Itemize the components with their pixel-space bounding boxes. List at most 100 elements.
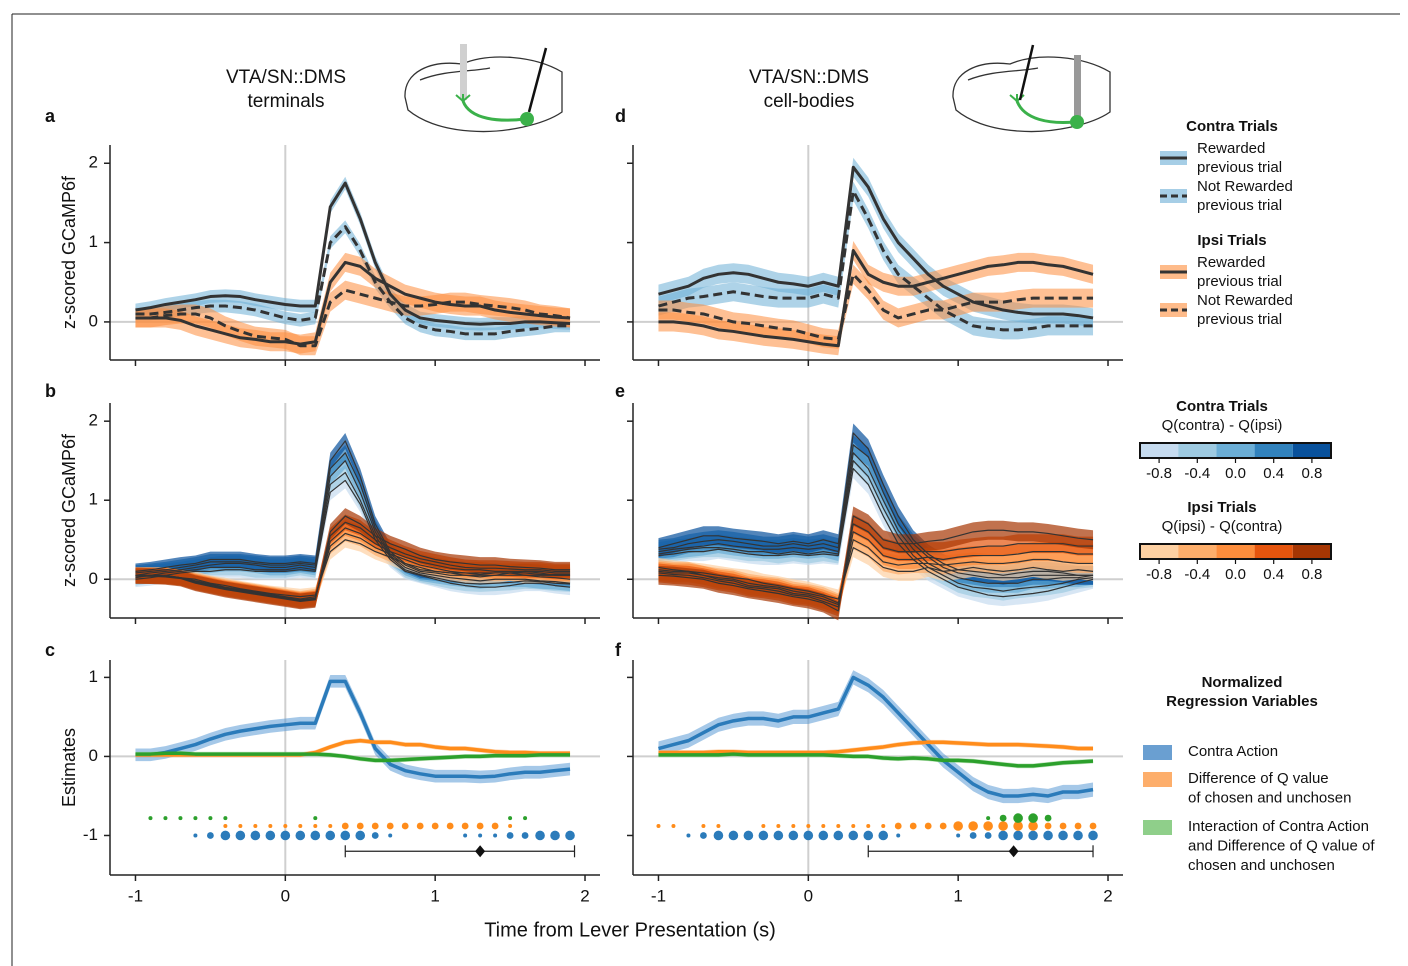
series-line (658, 272, 1094, 341)
colorbar-tick-label: 0.4 (1263, 465, 1284, 482)
error-band (135, 508, 571, 610)
significance-dot (986, 816, 991, 821)
error-band (658, 181, 1094, 340)
legend-title: Contra Trials (1186, 118, 1278, 135)
significance-dot (388, 833, 393, 838)
series-line (135, 225, 571, 336)
probe (1018, 44, 1035, 101)
significance-dot (250, 830, 261, 841)
colorbar-tick-label: -0.4 (1184, 465, 1210, 482)
significance-dot (371, 822, 379, 830)
colorbar-bin (1216, 443, 1255, 458)
series-line (658, 752, 1094, 768)
significance-dot (506, 832, 514, 839)
series-line (658, 165, 1094, 320)
error-band (135, 220, 571, 341)
brain-icon-cell-bodies (952, 44, 1111, 133)
colorbar-bin (1140, 443, 1179, 458)
significance-dot (355, 830, 366, 841)
colorbar-tick-label: 0.4 (1263, 566, 1284, 583)
y-tick-label: 2 (89, 153, 98, 172)
significance-dot (550, 830, 560, 841)
y-tick-label: -1 (83, 825, 98, 844)
significance-dot (701, 823, 706, 828)
colorbar-bin (1254, 544, 1293, 559)
significance-dot (521, 832, 529, 839)
significance-dot (848, 830, 859, 841)
x-tick-label: 2 (580, 886, 589, 905)
series-line (135, 679, 571, 779)
series-line (658, 468, 1094, 598)
bracket-marker (1008, 845, 1019, 858)
significance-dot (803, 830, 814, 841)
series-line (135, 181, 571, 326)
significance-dot (268, 823, 273, 828)
significance-dot (998, 821, 1008, 831)
colorbar-bin (1178, 443, 1217, 458)
colorbar-tick-label: -0.8 (1146, 465, 1172, 482)
significance-dot (894, 822, 902, 830)
significance-dot (478, 833, 483, 838)
colorbar-bin (1216, 544, 1255, 559)
x-tick-label: 0 (281, 886, 290, 905)
brain-outline (404, 56, 563, 133)
significance-dot (924, 822, 932, 830)
colorbar-tick-label: 0.8 (1301, 465, 1322, 482)
legend-label: Difference of Q value (1188, 770, 1329, 787)
significance-dot (818, 830, 829, 841)
colorbar-title: Contra Trials (1176, 398, 1268, 415)
significance-dot (878, 830, 889, 841)
legend-label: previous trial (1197, 159, 1282, 176)
significance-dot (1073, 830, 1083, 841)
panel-label: f (615, 640, 622, 660)
significance-dot (968, 821, 978, 831)
significance-dot (806, 823, 811, 828)
significance-dot (148, 816, 153, 821)
significance-dot (328, 823, 333, 828)
significance-dot (235, 830, 246, 841)
colorbar-bin (1292, 443, 1331, 458)
significance-dot (939, 822, 947, 830)
significance-dot (686, 833, 691, 838)
neuron-body (520, 112, 534, 126)
x-axis-label: Time from Lever Presentation (s) (484, 919, 776, 941)
colorbar-bin (1140, 544, 1179, 559)
column-title: VTA/SN::DMS (226, 67, 346, 88)
y-tick-label: 1 (89, 232, 98, 251)
significance-dot (821, 823, 826, 828)
significance-dot (851, 823, 856, 828)
significance-dot (1089, 822, 1097, 830)
significance-dot (984, 832, 992, 839)
significance-dot (1074, 822, 1082, 830)
significance-dot (193, 833, 198, 838)
error-band (658, 670, 1094, 804)
column-title: VTA/SN::DMS (749, 67, 869, 88)
y-tick-label: 1 (89, 490, 98, 509)
significance-dot (700, 832, 707, 839)
significance-dot (313, 816, 318, 821)
x-tick-label: -1 (651, 886, 666, 905)
significance-dot (535, 830, 545, 841)
significance-dot (713, 830, 724, 841)
x-tick-label: -1 (128, 886, 143, 905)
colorbar-tick-label: -0.4 (1184, 566, 1210, 583)
series-line (658, 515, 1094, 612)
significance-dot (833, 830, 844, 841)
series-line (658, 547, 1094, 600)
brain-fold (967, 67, 1039, 81)
legend-label: Rewarded (1197, 254, 1265, 271)
legend-label: Rewarded (1197, 140, 1265, 157)
legend-swatch (1143, 820, 1172, 835)
colorbar-tick-label: 0.0 (1225, 465, 1246, 482)
series-line (658, 452, 1094, 584)
significance-dot (1028, 813, 1038, 823)
significance-dot (896, 833, 901, 838)
y-axis-label: Estimates (59, 728, 79, 807)
panel-label: c (45, 640, 55, 660)
significance-dot (956, 833, 961, 838)
legend-label: of chosen and unchosen (1188, 789, 1351, 806)
x-tick-label: 1 (430, 886, 439, 905)
significance-dot (671, 823, 676, 828)
fiber (460, 44, 467, 100)
